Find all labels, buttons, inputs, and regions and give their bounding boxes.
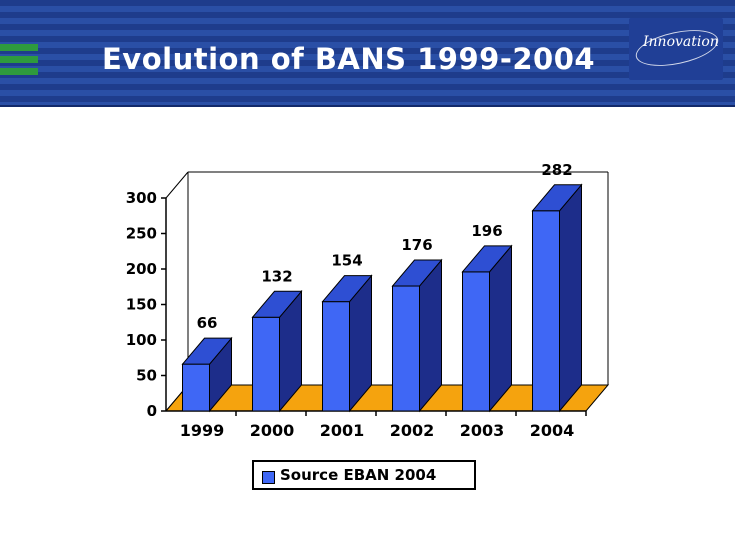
data-label-2003: 196 (471, 222, 502, 240)
bar-top-2001 (321, 275, 373, 303)
data-label-2001: 154 (331, 252, 362, 270)
green-bar (0, 68, 38, 75)
data-label-2000: 132 (261, 267, 292, 285)
x-tick-label-2003: 2003 (460, 421, 505, 440)
green-bar (0, 56, 38, 63)
legend-label: Source EBAN 2004 (280, 466, 437, 484)
data-label-2004: 282 (541, 161, 572, 179)
y-tick-label: 50 (136, 367, 157, 385)
y-tick-label: 200 (126, 260, 157, 278)
bar-side-2004 (559, 183, 582, 413)
slide-header: Evolution of BANS 1999-2004 Innovation (0, 0, 735, 106)
x-tick-label-2001: 2001 (320, 421, 365, 440)
y-tick-label: 250 (126, 225, 157, 243)
y-tick-label: 150 (126, 296, 157, 314)
side-wall-top-edge (165, 171, 189, 199)
bar-side-2003 (489, 244, 512, 413)
bar-2003 (462, 271, 490, 412)
innovation-logo: Innovation (629, 18, 723, 80)
x-tick-label-2004: 2004 (530, 421, 575, 440)
bar-2004 (532, 210, 560, 412)
legend-swatch (262, 471, 275, 484)
bar-top-2003 (461, 245, 513, 273)
header-divider (0, 105, 735, 107)
data-label-2002: 176 (401, 236, 432, 254)
x-tick-label-1999: 1999 (180, 421, 225, 440)
bar-top-1999 (181, 337, 233, 365)
bar-1999 (182, 363, 210, 412)
bar-top-2004 (531, 184, 583, 212)
data-label-1999: 66 (197, 314, 218, 332)
y-tick-label: 300 (126, 189, 157, 207)
x-tick-label-2000: 2000 (250, 421, 295, 440)
bar-2000 (252, 316, 280, 412)
green-bar (0, 44, 38, 51)
bar-top-2000 (251, 290, 303, 318)
y-tick-label: 100 (126, 331, 157, 349)
slide-title: Evolution of BANS 1999-2004 (102, 42, 596, 76)
y-tick-label: 0 (147, 402, 157, 420)
green-accent-bars (0, 44, 38, 80)
bar-2001 (322, 301, 350, 412)
chart-legend: Source EBAN 2004 (252, 460, 476, 490)
bar-top-2002 (391, 259, 443, 287)
logo-text: Innovation (643, 34, 719, 50)
bar-2002 (392, 285, 420, 412)
x-tick-label-2002: 2002 (390, 421, 435, 440)
